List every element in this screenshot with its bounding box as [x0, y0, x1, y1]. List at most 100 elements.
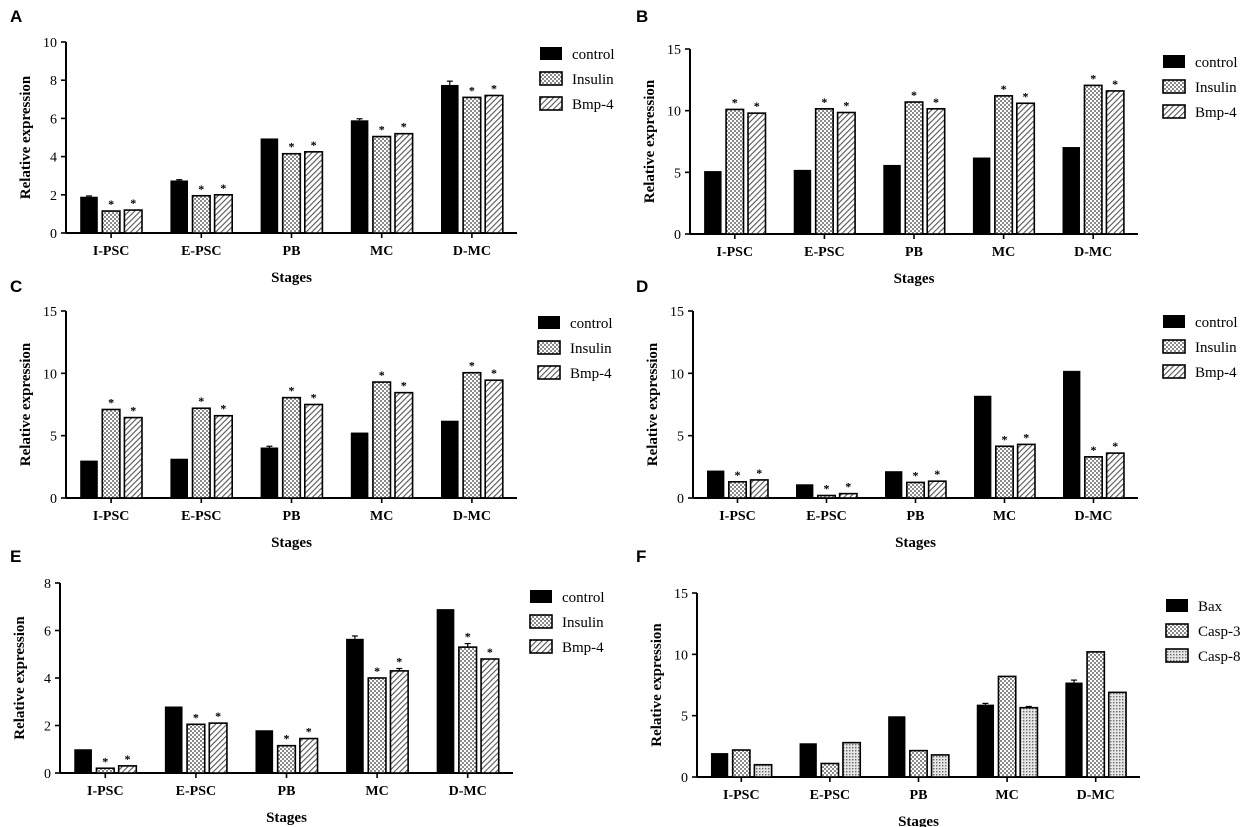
bar-bmp-4 — [747, 112, 767, 235]
y-axis-title: Relative expression — [649, 623, 665, 747]
legend-swatch-control — [1163, 315, 1185, 328]
legend-label: Insulin — [562, 615, 604, 631]
x-tick-label: MC — [370, 244, 393, 259]
bar-bmp-4 — [117, 765, 138, 774]
significance-star: * — [824, 482, 830, 496]
bar-control — [80, 460, 98, 498]
bar-control — [170, 458, 188, 498]
significance-star: * — [756, 466, 762, 480]
panel-letter: B — [636, 7, 648, 26]
bar-bmp-4 — [480, 658, 500, 774]
bar-casp-3 — [731, 749, 751, 778]
legend-swatch-insulin — [1162, 79, 1186, 94]
legend-swatch-insulin — [529, 614, 553, 629]
y-tick-label: 15 — [670, 305, 684, 320]
bar-insulin — [458, 646, 478, 774]
bar-bmp-4 — [213, 414, 233, 499]
bar-bmp-4 — [123, 209, 143, 234]
y-tick-label: 15 — [674, 587, 688, 602]
x-tick-label: PB — [283, 244, 301, 259]
bar-control — [793, 169, 812, 234]
bar-control — [707, 470, 725, 498]
bar-control — [883, 164, 901, 234]
y-tick-label: 0 — [50, 492, 57, 507]
legend-label: Casp-8 — [1198, 649, 1241, 665]
significance-star: * — [108, 395, 114, 409]
bar-control — [441, 84, 459, 233]
legend-label: Bmp-4 — [1195, 105, 1237, 121]
legend-swatch-casp-8 — [1165, 648, 1189, 663]
x-tick-label: PB — [283, 509, 301, 524]
significance-star: * — [913, 468, 919, 482]
y-tick-label: 2 — [50, 189, 57, 204]
significance-star: * — [1002, 432, 1008, 446]
legend-label: Casp-3 — [1198, 624, 1241, 640]
legend-swatch-casp-3 — [1165, 623, 1189, 638]
bar-casp-3 — [997, 675, 1017, 778]
significance-star: * — [220, 181, 226, 195]
significance-star: * — [735, 468, 741, 482]
y-tick-label: 15 — [43, 305, 57, 320]
bar-insulin — [906, 481, 925, 499]
y-tick-label: 8 — [50, 74, 57, 89]
bar-control — [436, 609, 455, 773]
x-tick-label: I-PSC — [93, 509, 130, 524]
significance-star: * — [491, 81, 497, 95]
x-tick-label: PB — [907, 509, 925, 524]
bar-bmp-4 — [926, 108, 946, 235]
y-tick-label: 6 — [50, 112, 57, 127]
x-tick-label: PB — [278, 784, 296, 799]
y-tick-label: 0 — [44, 767, 51, 782]
x-tick-label: MC — [370, 509, 393, 524]
bar-control — [346, 638, 364, 773]
panel-letter: C — [10, 277, 22, 296]
bar-insulin — [101, 210, 121, 234]
y-tick-label: 0 — [681, 771, 688, 786]
legend-swatch-insulin — [537, 340, 561, 355]
bar-casp-8 — [930, 754, 950, 778]
x-tick-label: D-MC — [1077, 788, 1115, 803]
y-tick-label: 4 — [50, 151, 57, 166]
x-axis-title: Stages — [894, 271, 935, 287]
bar-bmp-4 — [484, 379, 504, 499]
significance-star: * — [821, 95, 827, 109]
legend-swatch-bmp-4 — [537, 365, 561, 380]
y-axis-title: Relative expression — [642, 79, 658, 203]
x-tick-label: I-PSC — [717, 245, 754, 260]
significance-star: * — [289, 384, 295, 398]
bar-control — [441, 420, 459, 498]
y-tick-label: 2 — [44, 720, 51, 735]
bar-insulin — [725, 108, 745, 235]
significance-star: * — [198, 394, 204, 408]
y-tick-label: 0 — [677, 492, 684, 507]
legend: control Insulin Bmp-4 — [537, 316, 613, 382]
significance-star: * — [1091, 443, 1097, 457]
y-tick-label: 4 — [44, 672, 51, 687]
legend-label: Insulin — [572, 72, 614, 88]
significance-star: * — [933, 95, 939, 109]
significance-star: * — [843, 99, 849, 113]
bar-casp-3 — [820, 762, 840, 778]
legend: control Insulin Bmp-4 — [529, 590, 605, 656]
bar-insulin — [367, 677, 387, 774]
bar-bax — [1065, 682, 1083, 777]
bar-insulin — [462, 96, 482, 234]
legend-label: Insulin — [1195, 80, 1237, 96]
legend-swatch-insulin — [1162, 339, 1186, 354]
significance-star: * — [1023, 430, 1029, 444]
bar-control — [1062, 147, 1080, 234]
bar-bax — [710, 753, 729, 777]
legend-label: Bmp-4 — [562, 640, 604, 656]
legend-swatch-control — [540, 47, 562, 60]
legend-label: Bax — [1198, 599, 1223, 615]
x-tick-label: E-PSC — [181, 244, 221, 259]
bar-control — [974, 395, 992, 498]
bar-control — [80, 196, 98, 233]
significance-star: * — [469, 359, 475, 373]
bar-bmp-4 — [1016, 102, 1036, 235]
bar-control — [350, 432, 369, 498]
bar-bmp-4 — [836, 111, 856, 235]
bar-control — [164, 706, 183, 773]
panel-d: D 0 5 10 15 I-PSC * * E-PSC * * PB * * MC * * D-MC * * Stage… — [636, 277, 1238, 551]
bar-control — [170, 180, 188, 233]
